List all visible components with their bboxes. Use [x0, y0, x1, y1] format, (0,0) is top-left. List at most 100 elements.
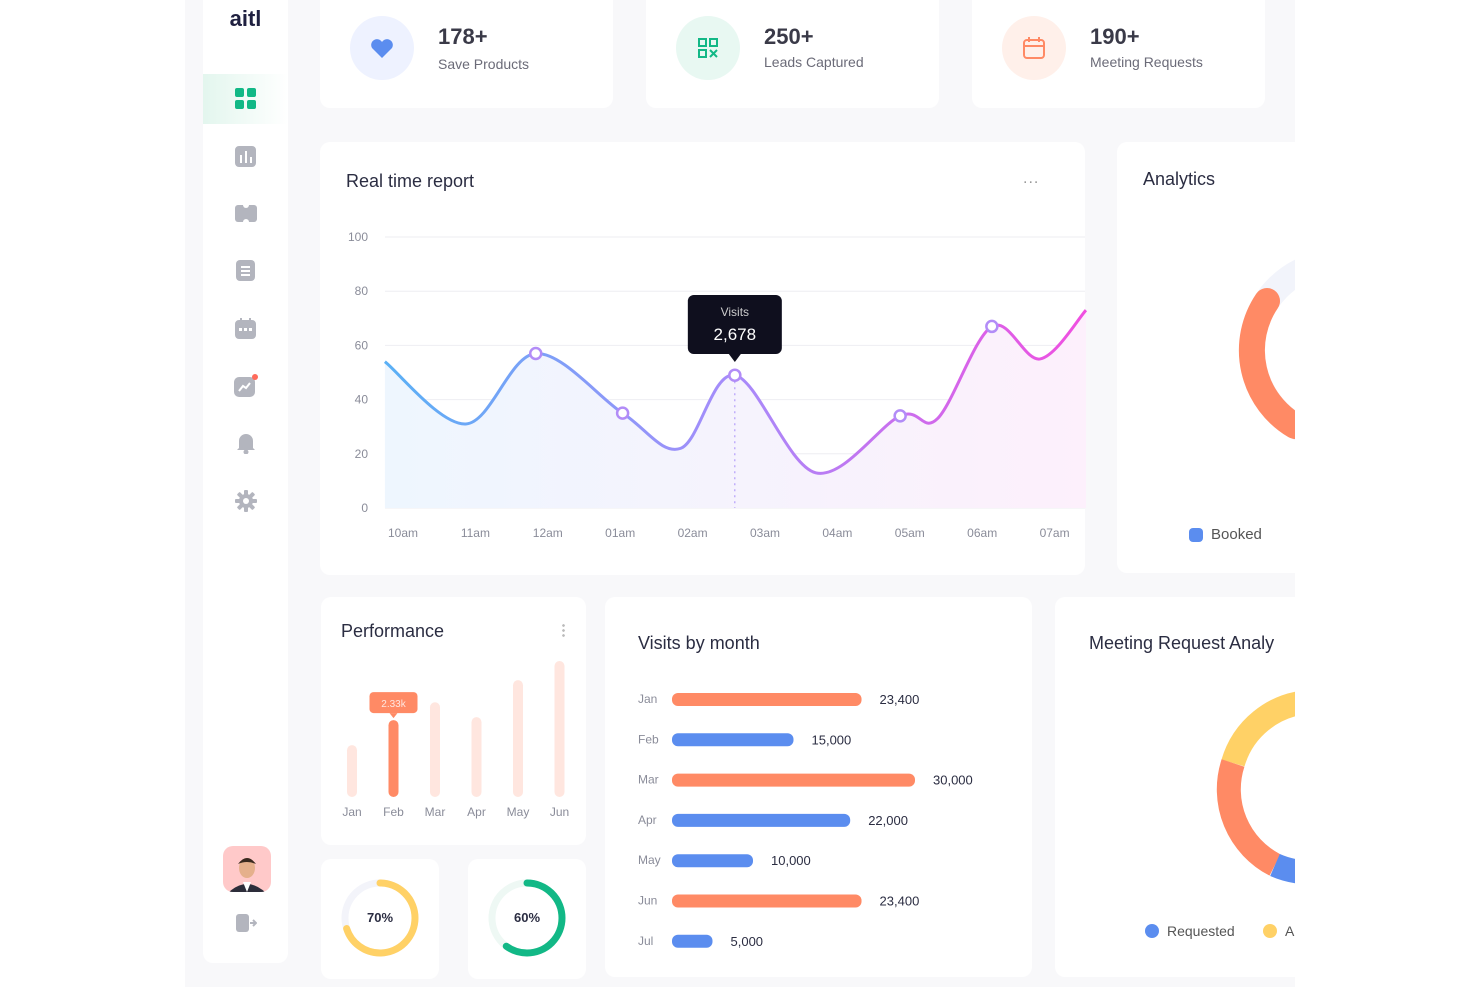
y-tick-label: Jan [638, 692, 657, 706]
nav-dashboard[interactable] [203, 74, 288, 124]
performance-bar-chart: Jan Feb 2.33k Mar Apr May Jun [342, 661, 569, 819]
avatar[interactable] [223, 846, 271, 892]
analytics-card: Analytics Booked [1117, 142, 1295, 573]
realtime-line-chart: 0 20 40 60 80 100 10am 11am 12am 01am 02am 03am 04am… [348, 230, 1088, 540]
stat-label: Meeting Requests [1090, 54, 1203, 70]
data-point [985, 319, 999, 334]
x-tick-label: 02am [678, 526, 708, 540]
tooltip-value: 2,678 [714, 325, 757, 344]
progress-ring [341, 879, 419, 957]
legend-swatch [1145, 924, 1159, 938]
visits-by-month-card: Visits by month Jan 23,400 Feb 15,000 Mar 30,… [605, 597, 1032, 977]
x-tick-label: May [507, 805, 530, 819]
x-tick-label: 01am [605, 526, 635, 540]
x-tick-label: 06am [967, 526, 997, 540]
stat-card-meetings: 190+ Meeting Requests [972, 0, 1265, 108]
dashboard-icon [234, 88, 256, 109]
donut-segment-yellow [1221, 691, 1295, 767]
nav-settings[interactable] [203, 476, 288, 526]
logout-button[interactable] [203, 898, 288, 948]
y-tick-label: 0 [361, 501, 368, 515]
card-title: Performance [341, 621, 445, 641]
donut-segment-orange [1216, 759, 1281, 876]
x-tick-label: 11am [461, 526, 490, 540]
bar [513, 680, 523, 797]
meeting-donut [1216, 691, 1295, 884]
bar [388, 720, 399, 797]
y-tick-label: Apr [638, 813, 657, 827]
stat-card-save-products: 178+ Save Products [320, 0, 613, 108]
legend-label: Booked [1211, 526, 1262, 543]
stat-label: Leads Captured [764, 54, 864, 70]
kebab-menu-icon[interactable] [562, 623, 565, 637]
logout-icon [235, 914, 257, 932]
line-area [384, 310, 1086, 508]
nav-tickets[interactable] [203, 189, 288, 239]
x-tick-label: Apr [467, 805, 486, 819]
donut-segment-blue [1270, 853, 1295, 884]
nav-documents[interactable] [203, 246, 288, 296]
card-title: Real time report [346, 171, 475, 191]
y-tick-label: 60 [355, 338, 369, 352]
x-tick-label: 10am [388, 526, 418, 540]
y-tick-label: Mar [638, 773, 659, 787]
bar [672, 693, 862, 706]
x-tick-label: 05am [895, 526, 925, 540]
card-title: Analytics [1143, 169, 1216, 189]
tooltip-label: Visits [721, 305, 749, 319]
bar-value-label: 22,000 [868, 813, 908, 828]
bar-tooltip [369, 692, 418, 714]
tooltip-box [687, 295, 782, 354]
x-tick-label: Mar [425, 805, 446, 819]
y-tick-label: 20 [355, 447, 369, 461]
data-point [528, 346, 543, 361]
progress-label: 70% [366, 910, 394, 925]
y-tick-label: Feb [638, 732, 659, 746]
progress-ring [488, 879, 566, 957]
logo: aitl [229, 6, 262, 31]
progress-arc [488, 879, 566, 957]
x-tick-label: 12am [533, 526, 563, 540]
qr-code-icon [676, 16, 740, 80]
legend-booked: Booked [1189, 526, 1262, 543]
y-tick-label: 80 [355, 284, 369, 298]
card-title: Meeting Request Analy [1089, 633, 1275, 653]
x-tick-label: 03am [750, 526, 780, 540]
calendar-icon [234, 318, 256, 339]
progress-label: 60% [513, 910, 541, 925]
bar [672, 894, 862, 908]
y-tick-label: 100 [348, 230, 368, 244]
legend-swatch [1189, 527, 1203, 542]
bar [347, 745, 357, 797]
dashboard: aitl 178+ Save Products 250+ Leads Captu… [185, 0, 1295, 987]
x-tick-label: Feb [383, 805, 404, 819]
heart-icon [350, 16, 414, 80]
y-tick-label: Jun [638, 894, 657, 908]
x-tick-label: Jun [550, 805, 569, 819]
stat-value: 250+ [764, 24, 814, 49]
more-options-button[interactable]: ... [1023, 170, 1040, 187]
bell-icon [236, 434, 255, 454]
legend-requested: Requested [1145, 923, 1235, 939]
donut-segment-orange [1238, 288, 1295, 439]
avatar-image [229, 858, 265, 892]
nav-notifications[interactable] [203, 418, 288, 468]
data-point [728, 368, 742, 382]
nav-analytics[interactable] [203, 361, 288, 411]
bar [430, 702, 440, 797]
visits-bar-chart: Jan 23,400 Feb 15,000 Mar 30,000 Apr 22,000 May 1… [638, 692, 973, 949]
bar [672, 934, 713, 948]
x-tick-label: 04am [822, 526, 852, 540]
bar-value-label: 5,000 [731, 934, 764, 949]
y-tick-label: Jul [638, 934, 653, 948]
nav-reports[interactable] [203, 132, 288, 182]
bar-tooltip-arrow [389, 713, 398, 719]
nav-calendar[interactable] [203, 304, 288, 354]
sidebar: aitl [203, 0, 288, 963]
calendar-icon [1002, 16, 1066, 80]
x-tick-label: Jan [342, 805, 361, 819]
bar-value-label: 23,400 [880, 692, 920, 707]
meeting-request-card: Meeting Request Analy Requested A [1055, 597, 1295, 977]
bar-value-label: 23,400 [880, 894, 920, 909]
bar [554, 661, 565, 797]
